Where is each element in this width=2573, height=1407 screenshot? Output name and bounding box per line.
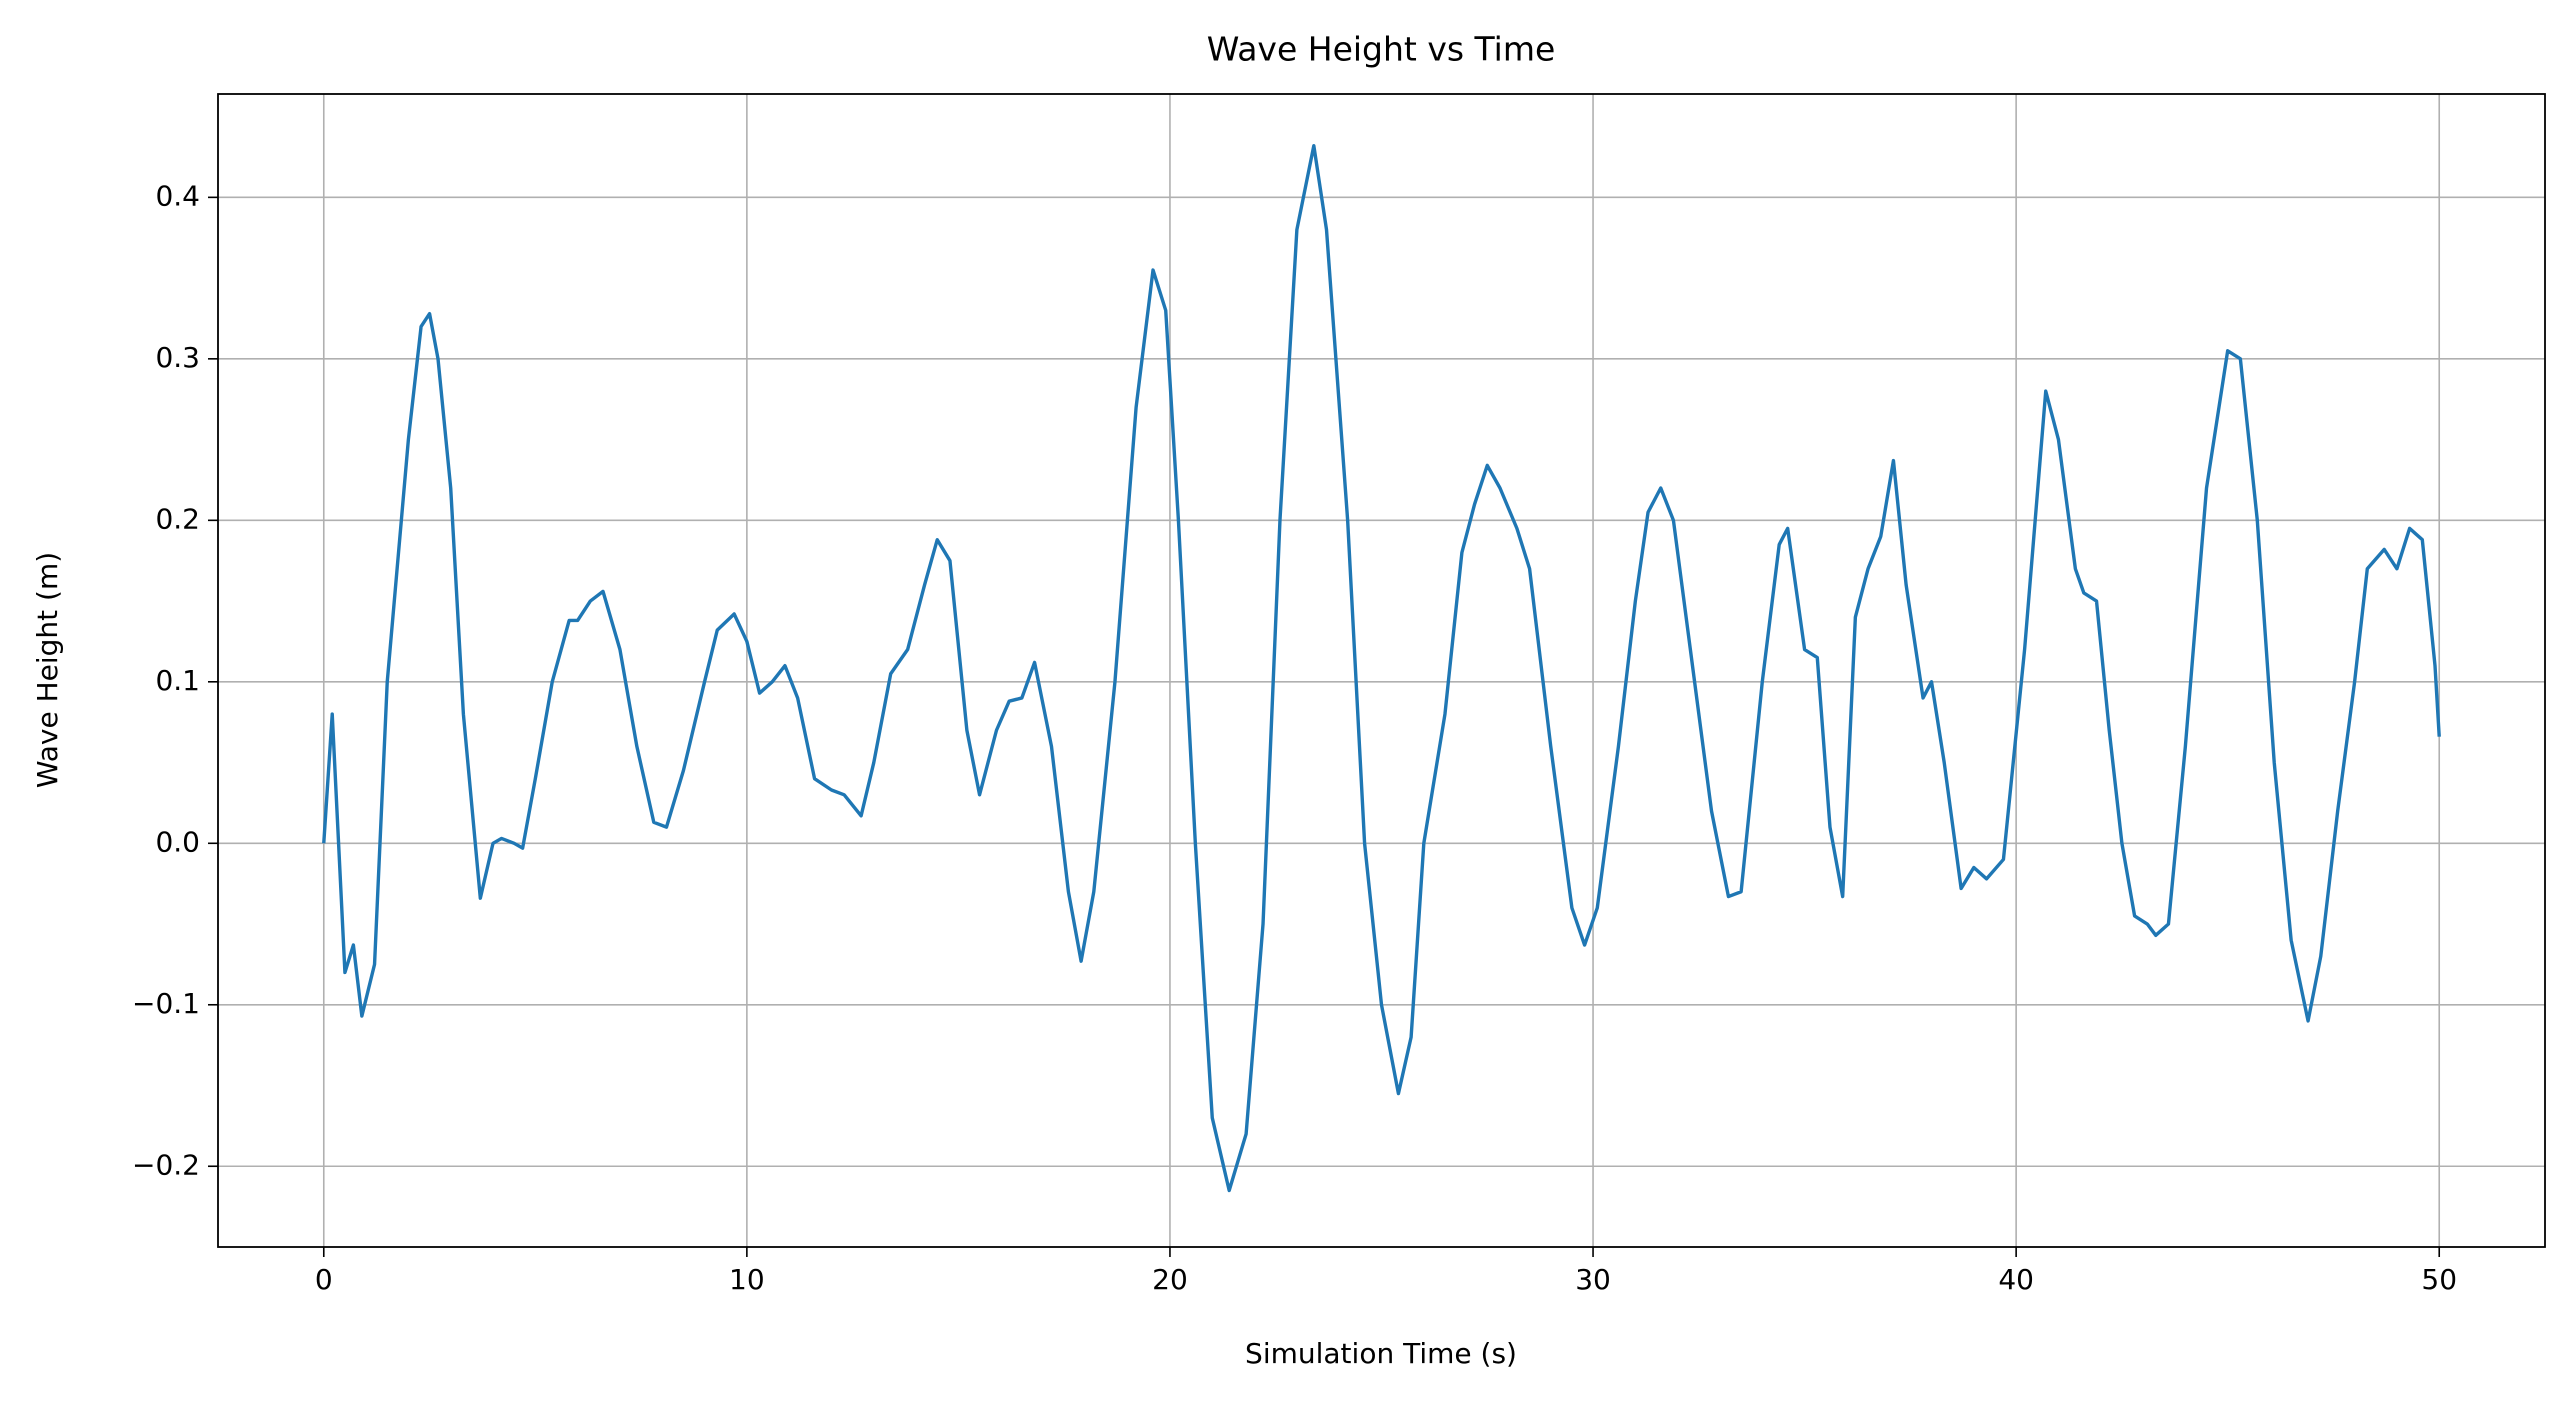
y-tick-label: −0.1 [132,987,200,1020]
data-line [322,143,2441,1193]
chart-title: Wave Height vs Time [1207,30,1556,69]
y-tick-label: 0.2 [155,502,200,535]
y-tick-label: −0.2 [132,1148,200,1181]
x-tick-label: 0 [315,1263,333,1296]
x-axis-label: Simulation Time (s) [1245,1337,1517,1370]
y-tick-label: 0.4 [155,179,200,212]
x-tick-label: 50 [2421,1263,2457,1296]
y-tick-label: 0.0 [155,825,200,858]
x-tick-label: 20 [1152,1263,1188,1296]
y-axis-label: Wave Height (m) [31,552,64,788]
x-tick-label: 10 [729,1263,765,1296]
plot-frame [217,93,2546,1248]
x-tick-label: 40 [1998,1263,2034,1296]
x-tick-label: 30 [1575,1263,1611,1296]
y-tick-label: 0.3 [155,341,200,374]
y-tick-label: 0.1 [155,664,200,697]
